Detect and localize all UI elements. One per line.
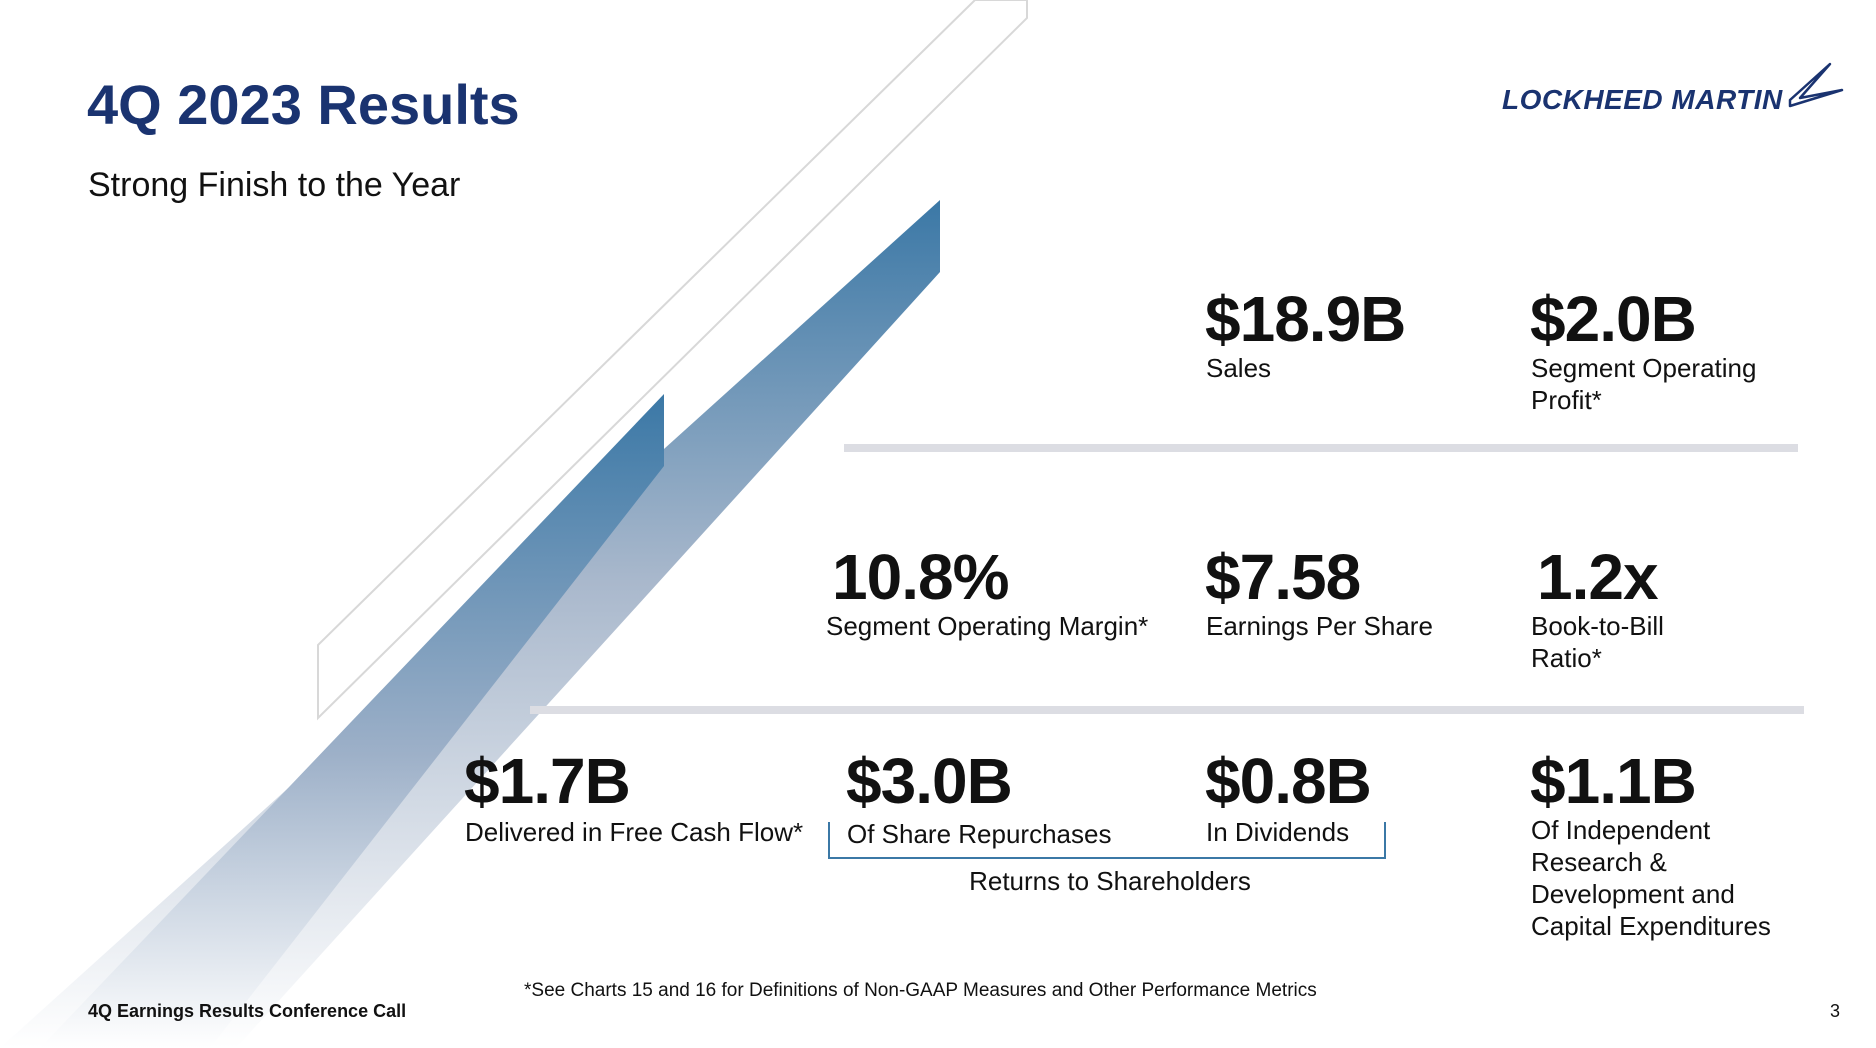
metric-segment-margin-label: Segment Operating Margin* bbox=[826, 611, 1149, 641]
metric-free-cash-flow-value: $1.7B bbox=[464, 745, 631, 817]
company-logo: LOCKHEED MARTIN bbox=[1490, 60, 1846, 122]
metric-share-repurchases-label: Of Share Repurchases bbox=[847, 819, 1112, 849]
returns-to-shareholders-caption: Returns to Shareholders bbox=[969, 866, 1251, 896]
metric-share-repurchases-value: $3.0B bbox=[846, 745, 1013, 817]
page-title: 4Q 2023 Results bbox=[87, 73, 520, 136]
metric-dividends-value: $0.8B bbox=[1205, 745, 1372, 817]
metric-eps-label: Earnings Per Share bbox=[1206, 611, 1433, 641]
metric-ird-capex-value: $1.1B bbox=[1530, 745, 1697, 817]
returns-bracket bbox=[828, 822, 1386, 859]
divider-middle bbox=[530, 706, 1804, 714]
metric-ird-capex-label: Of Independent Research & Development an… bbox=[1531, 815, 1771, 941]
logo-wordmark: LOCKHEED MARTIN bbox=[1502, 84, 1783, 115]
metric-dividends-label: In Dividends bbox=[1206, 817, 1350, 847]
page-subtitle: Strong Finish to the Year bbox=[88, 166, 461, 204]
metric-segment-profit-value: $2.0B bbox=[1530, 283, 1697, 355]
outline-stripe bbox=[317, 0, 1028, 721]
footnote: *See Charts 15 and 16 for Definitions of… bbox=[524, 980, 1317, 1001]
metric-book-to-bill-label: Book-to-Bill Ratio* bbox=[1531, 611, 1664, 673]
footer-title: 4Q Earnings Results Conference Call bbox=[88, 1001, 407, 1021]
metric-segment-margin-value: 10.8% bbox=[832, 541, 1009, 613]
divider-top bbox=[844, 444, 1798, 452]
metric-book-to-bill-value: 1.2x bbox=[1537, 541, 1659, 613]
metric-sales-value: $18.9B bbox=[1205, 283, 1406, 355]
metric-free-cash-flow-label: Delivered in Free Cash Flow* bbox=[465, 817, 804, 847]
star-icon bbox=[1788, 62, 1844, 108]
blue-stripe-small bbox=[40, 394, 664, 1048]
metric-eps-value: $7.58 bbox=[1205, 541, 1361, 613]
page-number: 3 bbox=[1830, 1001, 1841, 1021]
metric-sales-label: Sales bbox=[1206, 353, 1272, 383]
metric-segment-profit-label: Segment Operating Profit* bbox=[1531, 353, 1757, 415]
